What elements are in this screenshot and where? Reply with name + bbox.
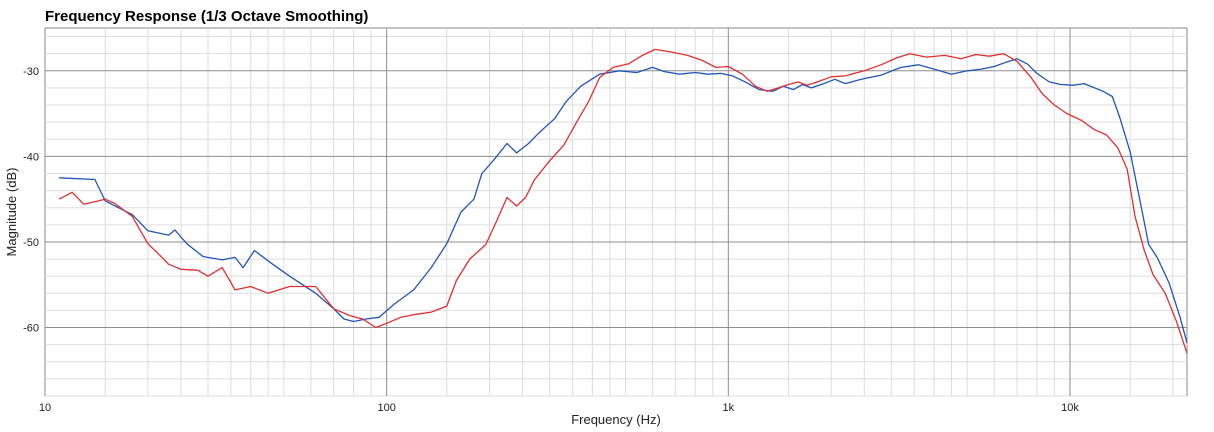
x-tick-label: 10k	[1061, 402, 1079, 414]
y-axis-label: Magnitude (dB)	[4, 168, 19, 257]
x-axis-label: Frequency (Hz)	[571, 412, 661, 427]
y-tick-label: -60	[23, 323, 39, 335]
plot-background	[44, 27, 1188, 397]
y-tick-label: -30	[23, 66, 39, 78]
series-line-2	[58, 48, 1188, 354]
minor-grid	[45, 28, 1187, 397]
x-tick-label: 1k	[723, 402, 735, 414]
tick-labels: 10 100 1k 10k -30 -40 -50 -60	[23, 66, 1079, 414]
y-tick-label: -50	[23, 237, 39, 249]
y-tick-label: -40	[23, 151, 39, 163]
x-tick-label: 100	[377, 402, 395, 414]
series-layer	[58, 48, 1188, 354]
series-line-1	[59, 58, 1188, 344]
chart-title: Frequency Response (1/3 Octave Smoothing…	[45, 8, 369, 25]
x-tick-label: 10	[39, 402, 51, 414]
